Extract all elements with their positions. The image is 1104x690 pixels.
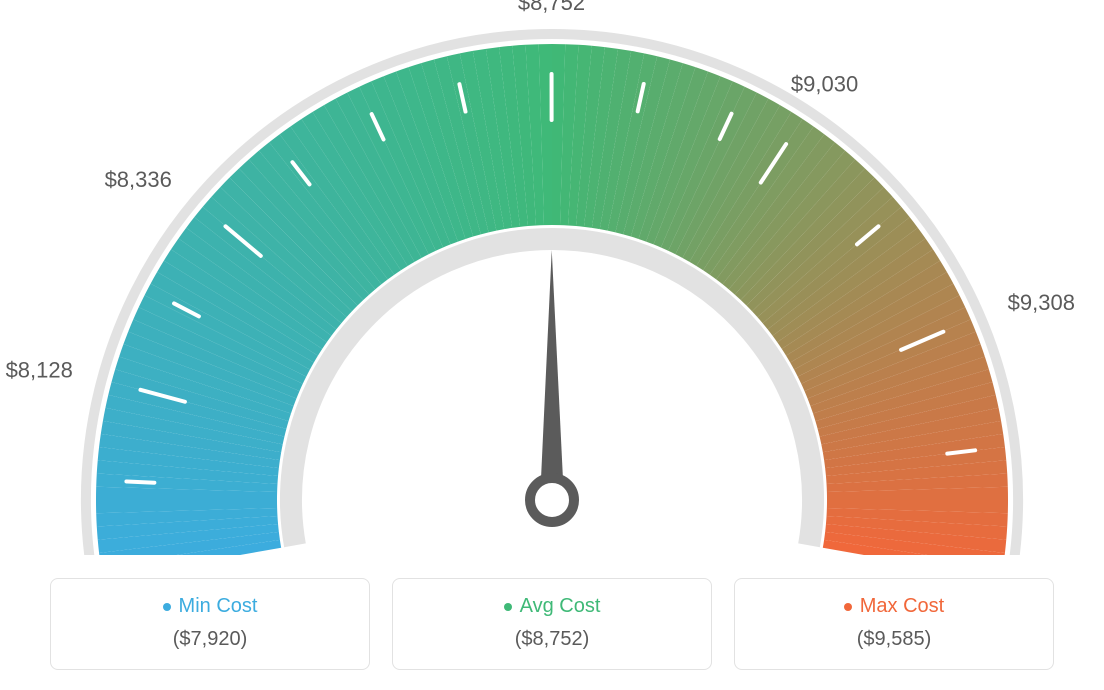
legend-row: Min Cost ($7,920) Avg Cost ($8,752) Max … xyxy=(0,578,1104,670)
svg-text:$8,752: $8,752 xyxy=(518,0,585,15)
gauge-svg: $7,920$8,128$8,336$8,752$9,030$9,308$9,5… xyxy=(0,0,1104,555)
legend-card-max: Max Cost ($9,585) xyxy=(734,578,1054,670)
legend-dot-avg xyxy=(504,603,512,611)
legend-label-avg: Avg Cost xyxy=(520,595,601,618)
gauge-chart: $7,920$8,128$8,336$8,752$9,030$9,308$9,5… xyxy=(0,0,1104,555)
legend-dot-min xyxy=(163,603,171,611)
svg-text:$9,308: $9,308 xyxy=(1008,290,1075,315)
svg-text:$8,128: $8,128 xyxy=(6,358,73,383)
legend-label-max: Max Cost xyxy=(860,595,944,618)
legend-card-avg: Avg Cost ($8,752) xyxy=(392,578,712,670)
legend-title-max: Max Cost xyxy=(844,595,944,618)
svg-text:$8,336: $8,336 xyxy=(105,167,172,192)
svg-text:$9,030: $9,030 xyxy=(791,71,858,96)
legend-value-max: ($9,585) xyxy=(735,628,1053,651)
legend-value-avg: ($8,752) xyxy=(393,628,711,651)
legend-label-min: Min Cost xyxy=(179,595,258,618)
legend-dot-max xyxy=(844,603,852,611)
legend-title-min: Min Cost xyxy=(163,595,258,618)
legend-title-avg: Avg Cost xyxy=(504,595,601,618)
legend-card-min: Min Cost ($7,920) xyxy=(50,578,370,670)
legend-value-min: ($7,920) xyxy=(51,628,369,651)
